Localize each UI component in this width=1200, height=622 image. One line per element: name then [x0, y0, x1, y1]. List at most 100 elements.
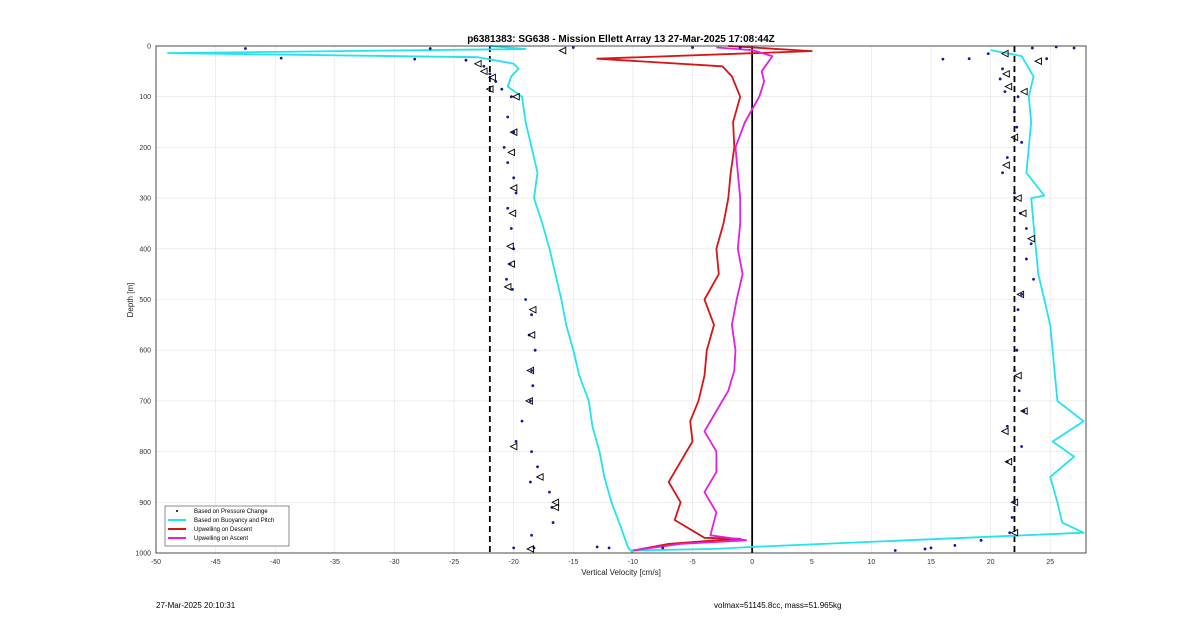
- x-axis-label: Vertical Velocity [cm/s]: [581, 568, 661, 577]
- y-tick-labels: 0 100 200 300 400 500 600 700 800 900 1000: [135, 44, 151, 558]
- pressure-point: [530, 313, 533, 317]
- pressure-point: [530, 450, 533, 453]
- pressure-point: [506, 115, 510, 119]
- pressure-point: [528, 399, 532, 403]
- pressure-point: [1010, 516, 1014, 519]
- pressure-point: [979, 538, 983, 542]
- y-tick-label: 900: [139, 500, 151, 507]
- pressure-point: [738, 46, 742, 49]
- pressure-point: [986, 52, 990, 56]
- x-tick-label: 15: [927, 559, 935, 566]
- pressure-point: [661, 546, 665, 550]
- pressure-point: [505, 277, 508, 281]
- pressure-point: [1001, 67, 1004, 71]
- pressure-point: [1016, 95, 1020, 99]
- pressure-triangle-marker: [509, 128, 518, 137]
- pressure-triangle-marker: [511, 92, 520, 101]
- pressure-triangle-marker: [1013, 371, 1022, 380]
- pressure-point: [506, 161, 510, 165]
- pressure-point: [514, 440, 518, 443]
- pressure-point: [413, 57, 417, 61]
- pressure-point: [1005, 156, 1009, 159]
- pressure-triangle-marker: [1004, 457, 1013, 466]
- pressure-point: [482, 64, 486, 68]
- pressure-point: [520, 419, 524, 423]
- pressure-point: [1020, 293, 1024, 296]
- y-tick-label: 700: [139, 398, 151, 405]
- pressure-point: [536, 465, 539, 469]
- x-tick-label: -15: [568, 559, 578, 566]
- pressure-point: [511, 287, 514, 291]
- pressure-point: [998, 77, 1002, 81]
- footer-mass-info: volmax=51145.8cc, mass=51.965kg: [714, 601, 842, 610]
- pressure-triangle-marker: [1001, 161, 1010, 170]
- pressure-triangle-marker: [551, 498, 560, 507]
- pressure-point: [500, 87, 504, 91]
- pressure-triangle-marker: [1001, 69, 1010, 78]
- x-tick-label: 10: [867, 559, 875, 566]
- pressure-point: [1022, 409, 1026, 413]
- pressure-triangle-marker: [1000, 49, 1009, 58]
- pressure-point: [548, 490, 551, 494]
- pressure-point: [464, 58, 468, 62]
- footer-timestamp: 27-Mar-2025 20:10:31: [156, 601, 236, 610]
- pressure-point: [1013, 369, 1016, 372]
- chart-title: p6381383: SG638 - Mission Ellett Array 1…: [467, 34, 775, 45]
- legend-box: [164, 505, 290, 547]
- pressure-point: [1016, 308, 1020, 312]
- x-tick-label: -20: [509, 559, 519, 566]
- pressure-point: [509, 227, 513, 230]
- y-axis-label: Depth [m]: [126, 283, 135, 318]
- pressure-triangle-marker: [1010, 133, 1019, 142]
- pressure-point: [512, 546, 516, 550]
- pressure-point: [929, 546, 933, 550]
- pressure-point: [279, 56, 283, 60]
- x-tick-label: -50: [151, 559, 161, 566]
- scatter-layer: [244, 45, 1076, 553]
- pressure-point: [530, 533, 533, 537]
- legend-label-buoyancy: Based on Buoyancy and Pitch: [194, 518, 274, 524]
- y-tick-label: 1000: [135, 551, 151, 558]
- pressure-point: [1008, 531, 1012, 535]
- pressure-point: [428, 47, 432, 50]
- pressure-triangle-marker: [526, 545, 535, 553]
- pressure-triangle-marker: [528, 305, 537, 314]
- pressure-triangle-marker: [509, 184, 518, 192]
- pressure-triangle-marker: [551, 503, 560, 512]
- pressure-triangle-marker: [508, 209, 517, 218]
- y-tick-label: 400: [139, 246, 151, 253]
- y-tick-label: 100: [139, 94, 151, 101]
- y-tick-label: 500: [139, 297, 151, 304]
- series-line-based-on-buoyancy-and-pitch-1: [630, 49, 1085, 552]
- pressure-point: [1024, 227, 1028, 230]
- pressure-point: [953, 543, 957, 547]
- series-line-upwelling-on-descent-2: [596, 45, 813, 552]
- x-tick-label: 25: [1046, 559, 1054, 566]
- x-tick-label: 5: [810, 559, 814, 566]
- pressure-triangle-marker: [507, 260, 515, 268]
- pressure-point: [1015, 125, 1019, 129]
- pressure-triangle-marker: [505, 242, 514, 251]
- pressure-triangle-marker: [1019, 87, 1028, 96]
- x-tick-label: 20: [987, 559, 995, 566]
- pressure-point: [512, 176, 516, 180]
- pressure-point: [551, 521, 555, 524]
- pressure-point: [524, 298, 528, 301]
- x-tick-label: -40: [270, 559, 280, 566]
- pressure-point: [530, 369, 533, 372]
- series-layer: [166, 45, 1085, 554]
- plot-frame: [155, 45, 1087, 554]
- pressure-point: [1013, 191, 1016, 195]
- x-tick-labels: -50 -45 -40 -35 -30 -25 -20 -15 -10 -5 0 5 10 15 20 25: [151, 559, 1054, 566]
- pressure-triangle-marker: [479, 67, 488, 76]
- pressure-point: [1024, 257, 1028, 261]
- pressure-point: [893, 549, 897, 552]
- pressure-triangle-marker: [524, 396, 533, 405]
- legend-label-pressure: Based on Pressure Change: [194, 509, 268, 515]
- pressure-point: [923, 547, 927, 551]
- pressure-triangle-marker: [558, 46, 567, 55]
- x-tick-label: -35: [330, 559, 340, 566]
- pressure-triangle-marker: [1034, 57, 1042, 66]
- pressure-point: [502, 146, 506, 149]
